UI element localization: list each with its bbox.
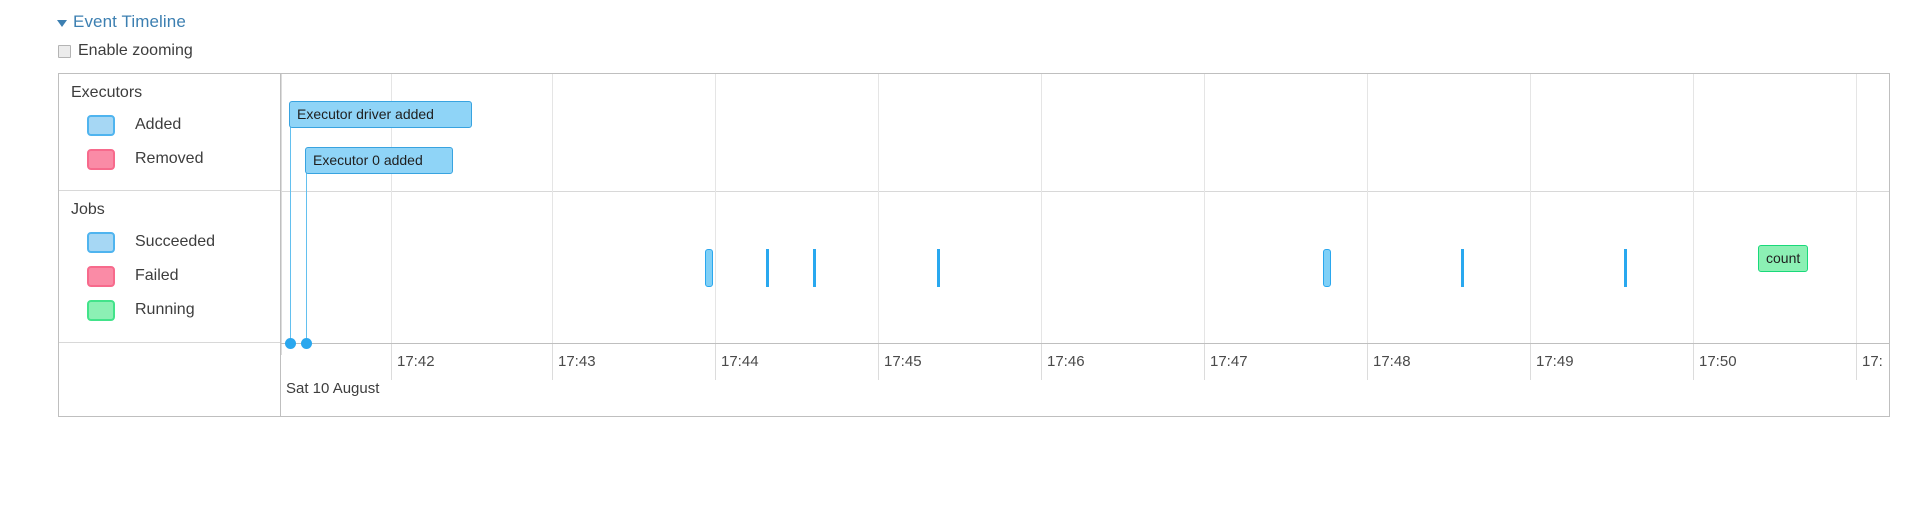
group-title-executors: Executors bbox=[71, 84, 143, 101]
axis-date-label: Sat 10 August bbox=[286, 380, 380, 397]
gridline bbox=[715, 74, 716, 355]
axis-tick-label: 17:44 bbox=[721, 353, 759, 370]
legend-swatch-added bbox=[87, 114, 115, 136]
legend-swatch-succeeded bbox=[87, 231, 115, 253]
executor-event-leader-line bbox=[306, 170, 307, 346]
job-marker[interactable] bbox=[813, 249, 816, 287]
gridline bbox=[391, 74, 392, 355]
gridline bbox=[1693, 74, 1694, 355]
gridline bbox=[1367, 74, 1368, 355]
gridline bbox=[1204, 74, 1205, 355]
axis-tick-label: 17: bbox=[1862, 353, 1883, 370]
axis-tick-label: 17:50 bbox=[1699, 353, 1737, 370]
gridline bbox=[1856, 74, 1857, 355]
axis-tick-label: 17:42 bbox=[397, 353, 435, 370]
group-label-executors: Executors Added Removed bbox=[59, 74, 280, 191]
axis-tick bbox=[1530, 344, 1531, 380]
legend-swatch-running bbox=[87, 299, 115, 321]
legend-swatch-failed bbox=[87, 265, 115, 287]
axis-tick bbox=[391, 344, 392, 380]
legend-item-succeeded: Succeeded bbox=[71, 225, 280, 259]
axis-tick bbox=[878, 344, 879, 380]
job-marker[interactable] bbox=[705, 249, 713, 287]
checkbox-unchecked-icon[interactable] bbox=[58, 44, 71, 58]
legend-label-added: Added bbox=[135, 116, 182, 133]
caret-down-icon bbox=[57, 19, 67, 27]
axis-tick-label: 17:43 bbox=[558, 353, 596, 370]
legend-swatch-removed bbox=[87, 148, 115, 170]
timeline-content[interactable]: Executor driver added Executor 0 added cou… bbox=[281, 74, 1889, 416]
axis-tick bbox=[1041, 344, 1042, 380]
executor-event-box[interactable]: Executor driver added bbox=[289, 101, 472, 128]
gridline bbox=[552, 74, 553, 355]
legend-item-failed: Failed bbox=[71, 259, 280, 293]
axis-tick-label: 17:49 bbox=[1536, 353, 1574, 370]
job-marker[interactable] bbox=[937, 249, 940, 287]
timeline-labelset: Executors Added Removed Jobs Succeeded F… bbox=[59, 74, 281, 416]
axis-tick-label: 17:45 bbox=[884, 353, 922, 370]
gridline bbox=[1041, 74, 1042, 355]
executor-event-box[interactable]: Executor 0 added bbox=[305, 147, 453, 174]
executor-event-dot[interactable] bbox=[285, 338, 296, 349]
event-timeline-widget[interactable]: Executors Added Removed Jobs Succeeded F… bbox=[58, 73, 1890, 417]
axis-tick bbox=[715, 344, 716, 380]
axis-tick bbox=[1693, 344, 1694, 380]
axis-tick-label: 17:48 bbox=[1373, 353, 1411, 370]
gridline bbox=[1530, 74, 1531, 355]
swimlane-executors bbox=[281, 74, 1889, 192]
job-running-box[interactable]: count bbox=[1758, 245, 1808, 272]
legend-item-added: Added bbox=[71, 108, 280, 142]
axis-tick bbox=[1856, 344, 1857, 380]
legend-label-succeeded: Succeeded bbox=[135, 233, 216, 250]
time-axis: 17:42 17:43 17:44 17:45 17:46 17:47 17:48 17:49… bbox=[281, 344, 1889, 416]
job-marker[interactable] bbox=[766, 249, 769, 287]
gridline bbox=[878, 74, 879, 355]
axis-tick bbox=[552, 344, 553, 380]
legend-item-removed: Removed bbox=[71, 142, 280, 176]
enable-zooming-label: Enable zooming bbox=[78, 42, 193, 59]
axis-tick-label: 17:46 bbox=[1047, 353, 1085, 370]
axis-tick bbox=[1367, 344, 1368, 380]
enable-zooming-row[interactable]: Enable zooming bbox=[58, 42, 193, 60]
legend-label-failed: Failed bbox=[135, 267, 179, 284]
executor-event-leader-line bbox=[290, 124, 291, 346]
axis-tick-label: 17:47 bbox=[1210, 353, 1248, 370]
swimlane-jobs bbox=[281, 191, 1889, 344]
page-title: Event Timeline bbox=[73, 12, 186, 31]
axis-tick bbox=[1204, 344, 1205, 380]
event-timeline-toggle[interactable]: Event Timeline bbox=[57, 12, 186, 32]
job-marker[interactable] bbox=[1323, 249, 1331, 287]
job-marker[interactable] bbox=[1461, 249, 1464, 287]
group-title-jobs: Jobs bbox=[71, 201, 105, 218]
axis-separator bbox=[281, 343, 1889, 344]
legend-item-running: Running bbox=[71, 293, 280, 327]
executor-event-dot[interactable] bbox=[301, 338, 312, 349]
gridline bbox=[281, 74, 282, 355]
group-label-jobs: Jobs Succeeded Failed Running bbox=[59, 191, 280, 343]
legend-label-removed: Removed bbox=[135, 150, 204, 167]
job-marker[interactable] bbox=[1624, 249, 1627, 287]
legend-label-running: Running bbox=[135, 301, 195, 318]
